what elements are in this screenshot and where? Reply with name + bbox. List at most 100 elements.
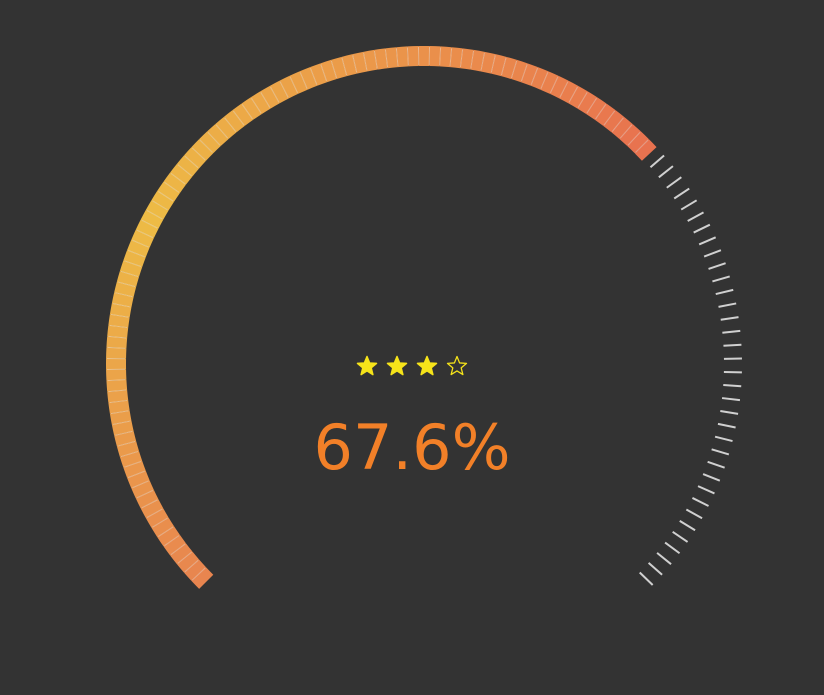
gauge-filled-segment <box>109 303 132 318</box>
gauge-segment-divider <box>510 60 518 79</box>
gauge-filled-segment <box>145 200 169 220</box>
gauge-unfilled-tick <box>721 397 741 402</box>
gauge-filled-segment <box>549 75 569 99</box>
gauge-segment-divider <box>459 49 464 68</box>
gauge-segment-divider <box>132 239 149 248</box>
gauge-unfilled-tick <box>723 343 742 347</box>
gauge-segment-divider <box>115 430 133 436</box>
gauge-segment-divider <box>241 104 253 120</box>
gauge-unfilled-tick <box>702 473 721 482</box>
gauge-segment-divider <box>177 551 192 564</box>
gauge-segment-divider <box>108 335 127 339</box>
gauge-segment-divider <box>611 117 624 132</box>
gauge-filled-segment <box>352 51 368 74</box>
gauge-filled-segment <box>116 441 140 457</box>
gauge-filled-segment <box>127 470 150 489</box>
gauge-segment-divider <box>577 92 588 108</box>
gauge-filled-segment <box>568 85 588 109</box>
gauge-segment-divider <box>480 52 485 71</box>
gauge-filled-segment <box>470 49 485 72</box>
gauge-segment-divider <box>439 47 442 66</box>
gauge-filled-segment <box>418 45 430 67</box>
gauge-filled-segment <box>106 347 127 359</box>
gauge-unfilled-tick <box>664 541 681 555</box>
gauge-segment-divider <box>619 124 633 139</box>
gauge-segment-divider <box>152 517 168 528</box>
gauge-filled-segment <box>106 369 127 381</box>
gauge-unfilled-tick <box>722 329 741 334</box>
gauge-filled-segment <box>106 336 128 349</box>
gauge-filled-segment <box>184 147 207 169</box>
gauge-filled-segment <box>114 431 137 447</box>
gauge-unfilled-tick <box>718 302 737 308</box>
gauge-unfilled-tick <box>687 211 704 222</box>
star-empty-icon <box>446 355 468 376</box>
gauge-unfilled-tick <box>691 497 709 507</box>
gauge-unfilled-tick <box>673 187 690 200</box>
gauge-filled-segment <box>157 526 180 547</box>
gauge-filled-segment <box>223 110 245 133</box>
gauge-segment-divider <box>152 200 168 211</box>
gauge-filled-segment <box>106 358 127 370</box>
gauge-filled-segment <box>176 551 200 573</box>
gauge-filled-segment <box>559 80 579 104</box>
gauge-filled-segment <box>140 209 164 229</box>
gauge-segment-divider <box>199 139 213 153</box>
gauge-segment-divider <box>260 92 271 108</box>
gauge-filled-segment <box>215 116 237 140</box>
gauge-filled-segment <box>310 63 327 86</box>
gauge-unfilled-tick <box>723 384 742 388</box>
gauge-segment-divider <box>320 64 328 82</box>
star-rating <box>0 354 824 378</box>
gauge-unfilled-tick <box>712 275 730 283</box>
gauge-filled-segment <box>111 420 134 436</box>
gauge-segment-divider <box>470 50 475 69</box>
gauge-filled-segment <box>131 229 154 248</box>
gauge-filled-segment <box>191 567 214 589</box>
gauge-filled-segment <box>429 46 441 67</box>
gauge-segment-divider <box>109 324 128 329</box>
gauge-segment-divider <box>207 131 221 146</box>
gauge-segment-divider <box>110 313 129 318</box>
star-filled-icon <box>356 355 378 376</box>
gauge-filled-segment <box>199 131 221 154</box>
gauge-segment-divider <box>120 450 139 458</box>
gauge-filled-segment <box>250 91 271 115</box>
gauge-segment-divider <box>146 209 163 220</box>
gauge-segment-divider <box>289 76 299 94</box>
gauge-unfilled-tick <box>680 199 698 211</box>
gauge-filled-segment <box>634 139 657 161</box>
gauge-filled-segment <box>107 325 129 339</box>
gauge-segment-divider <box>540 72 549 89</box>
gauge-segment-divider <box>586 97 598 114</box>
gauge-unfilled-tick <box>711 448 730 456</box>
gauge-unfilled-tick <box>707 460 725 469</box>
gauge-filled-segment <box>460 48 474 70</box>
gauge-filled-segment <box>108 314 130 328</box>
gauge-filled-segment <box>260 85 280 109</box>
gauge-segment-divider <box>232 110 245 126</box>
gauge-segment-divider <box>112 303 131 308</box>
gauge-segment-divider <box>146 508 163 519</box>
gauge-filled-segment <box>299 67 318 90</box>
gauge-segment-divider <box>115 292 133 298</box>
gauge-unfilled-tick <box>698 236 717 246</box>
gauge-segment-divider <box>330 60 338 79</box>
gauge-unfilled-tick <box>656 552 672 565</box>
gauge-filled-segment <box>540 71 559 94</box>
gauge-segment-divider <box>112 420 131 425</box>
gauge-segment-divider <box>127 470 146 479</box>
gauge-filled-segment <box>232 103 254 127</box>
gauge-segment-divider <box>309 67 318 86</box>
gauge-value-label: 67.6% <box>313 411 511 484</box>
gauge-filled-segment <box>603 110 625 133</box>
gauge-unfilled-tick <box>703 249 722 258</box>
gauge-segment-divider <box>124 260 142 268</box>
gauge-filled-segment <box>157 181 180 202</box>
gauge-segment-divider <box>170 172 186 185</box>
gauge-filled-segment <box>320 59 337 83</box>
gauge-unfilled-tick <box>720 410 739 415</box>
gauge-unfilled-tick <box>720 316 739 321</box>
